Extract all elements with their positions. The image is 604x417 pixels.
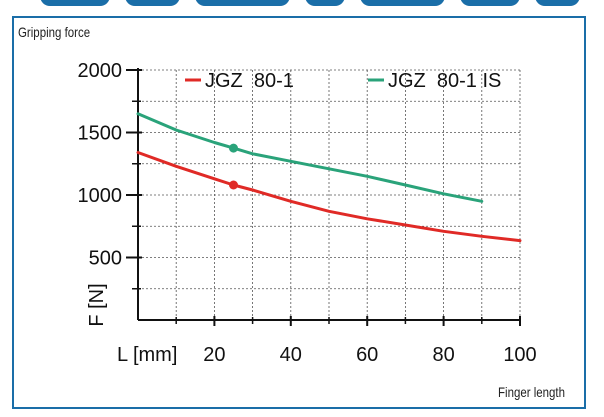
series-lines xyxy=(136,112,522,243)
x-tick-label: 40 xyxy=(280,344,302,366)
y-tick-label: 2000 xyxy=(78,60,123,82)
finger-length-label: Finger length xyxy=(498,384,566,400)
axes xyxy=(126,68,521,326)
series-marker-2 xyxy=(229,143,238,153)
series-marker-1 xyxy=(229,180,238,190)
legend-label-1: JGZ 80-1 xyxy=(205,70,294,92)
grid-lines xyxy=(138,69,521,320)
x-tick-label: 100 xyxy=(503,344,536,366)
series-line-1 xyxy=(136,151,522,243)
y-axis-label: F [N] xyxy=(86,283,108,326)
y-tick-label: 1000 xyxy=(78,185,123,207)
y-tick-label: 500 xyxy=(89,248,122,270)
legend-label-2: JGZ 80-1 IS xyxy=(388,70,501,92)
chart-card-frame xyxy=(12,16,586,409)
x-tick-label: 20 xyxy=(203,344,225,366)
top-decor-strip xyxy=(0,0,604,12)
card-title: Gripping force xyxy=(18,24,91,40)
y-tick-label: 1500 xyxy=(78,123,123,145)
tick-labels: 500 1000 1500 2000 20 40 60 80 100 L [mm] F [N] xyxy=(78,60,537,366)
x-tick-label: 60 xyxy=(356,344,378,366)
series-line-2 xyxy=(136,112,484,203)
legend: JGZ 80-1 JGZ 80-1 IS xyxy=(185,70,501,92)
x-axis-label: L [mm] xyxy=(117,344,177,366)
x-tick-label: 80 xyxy=(432,344,454,366)
